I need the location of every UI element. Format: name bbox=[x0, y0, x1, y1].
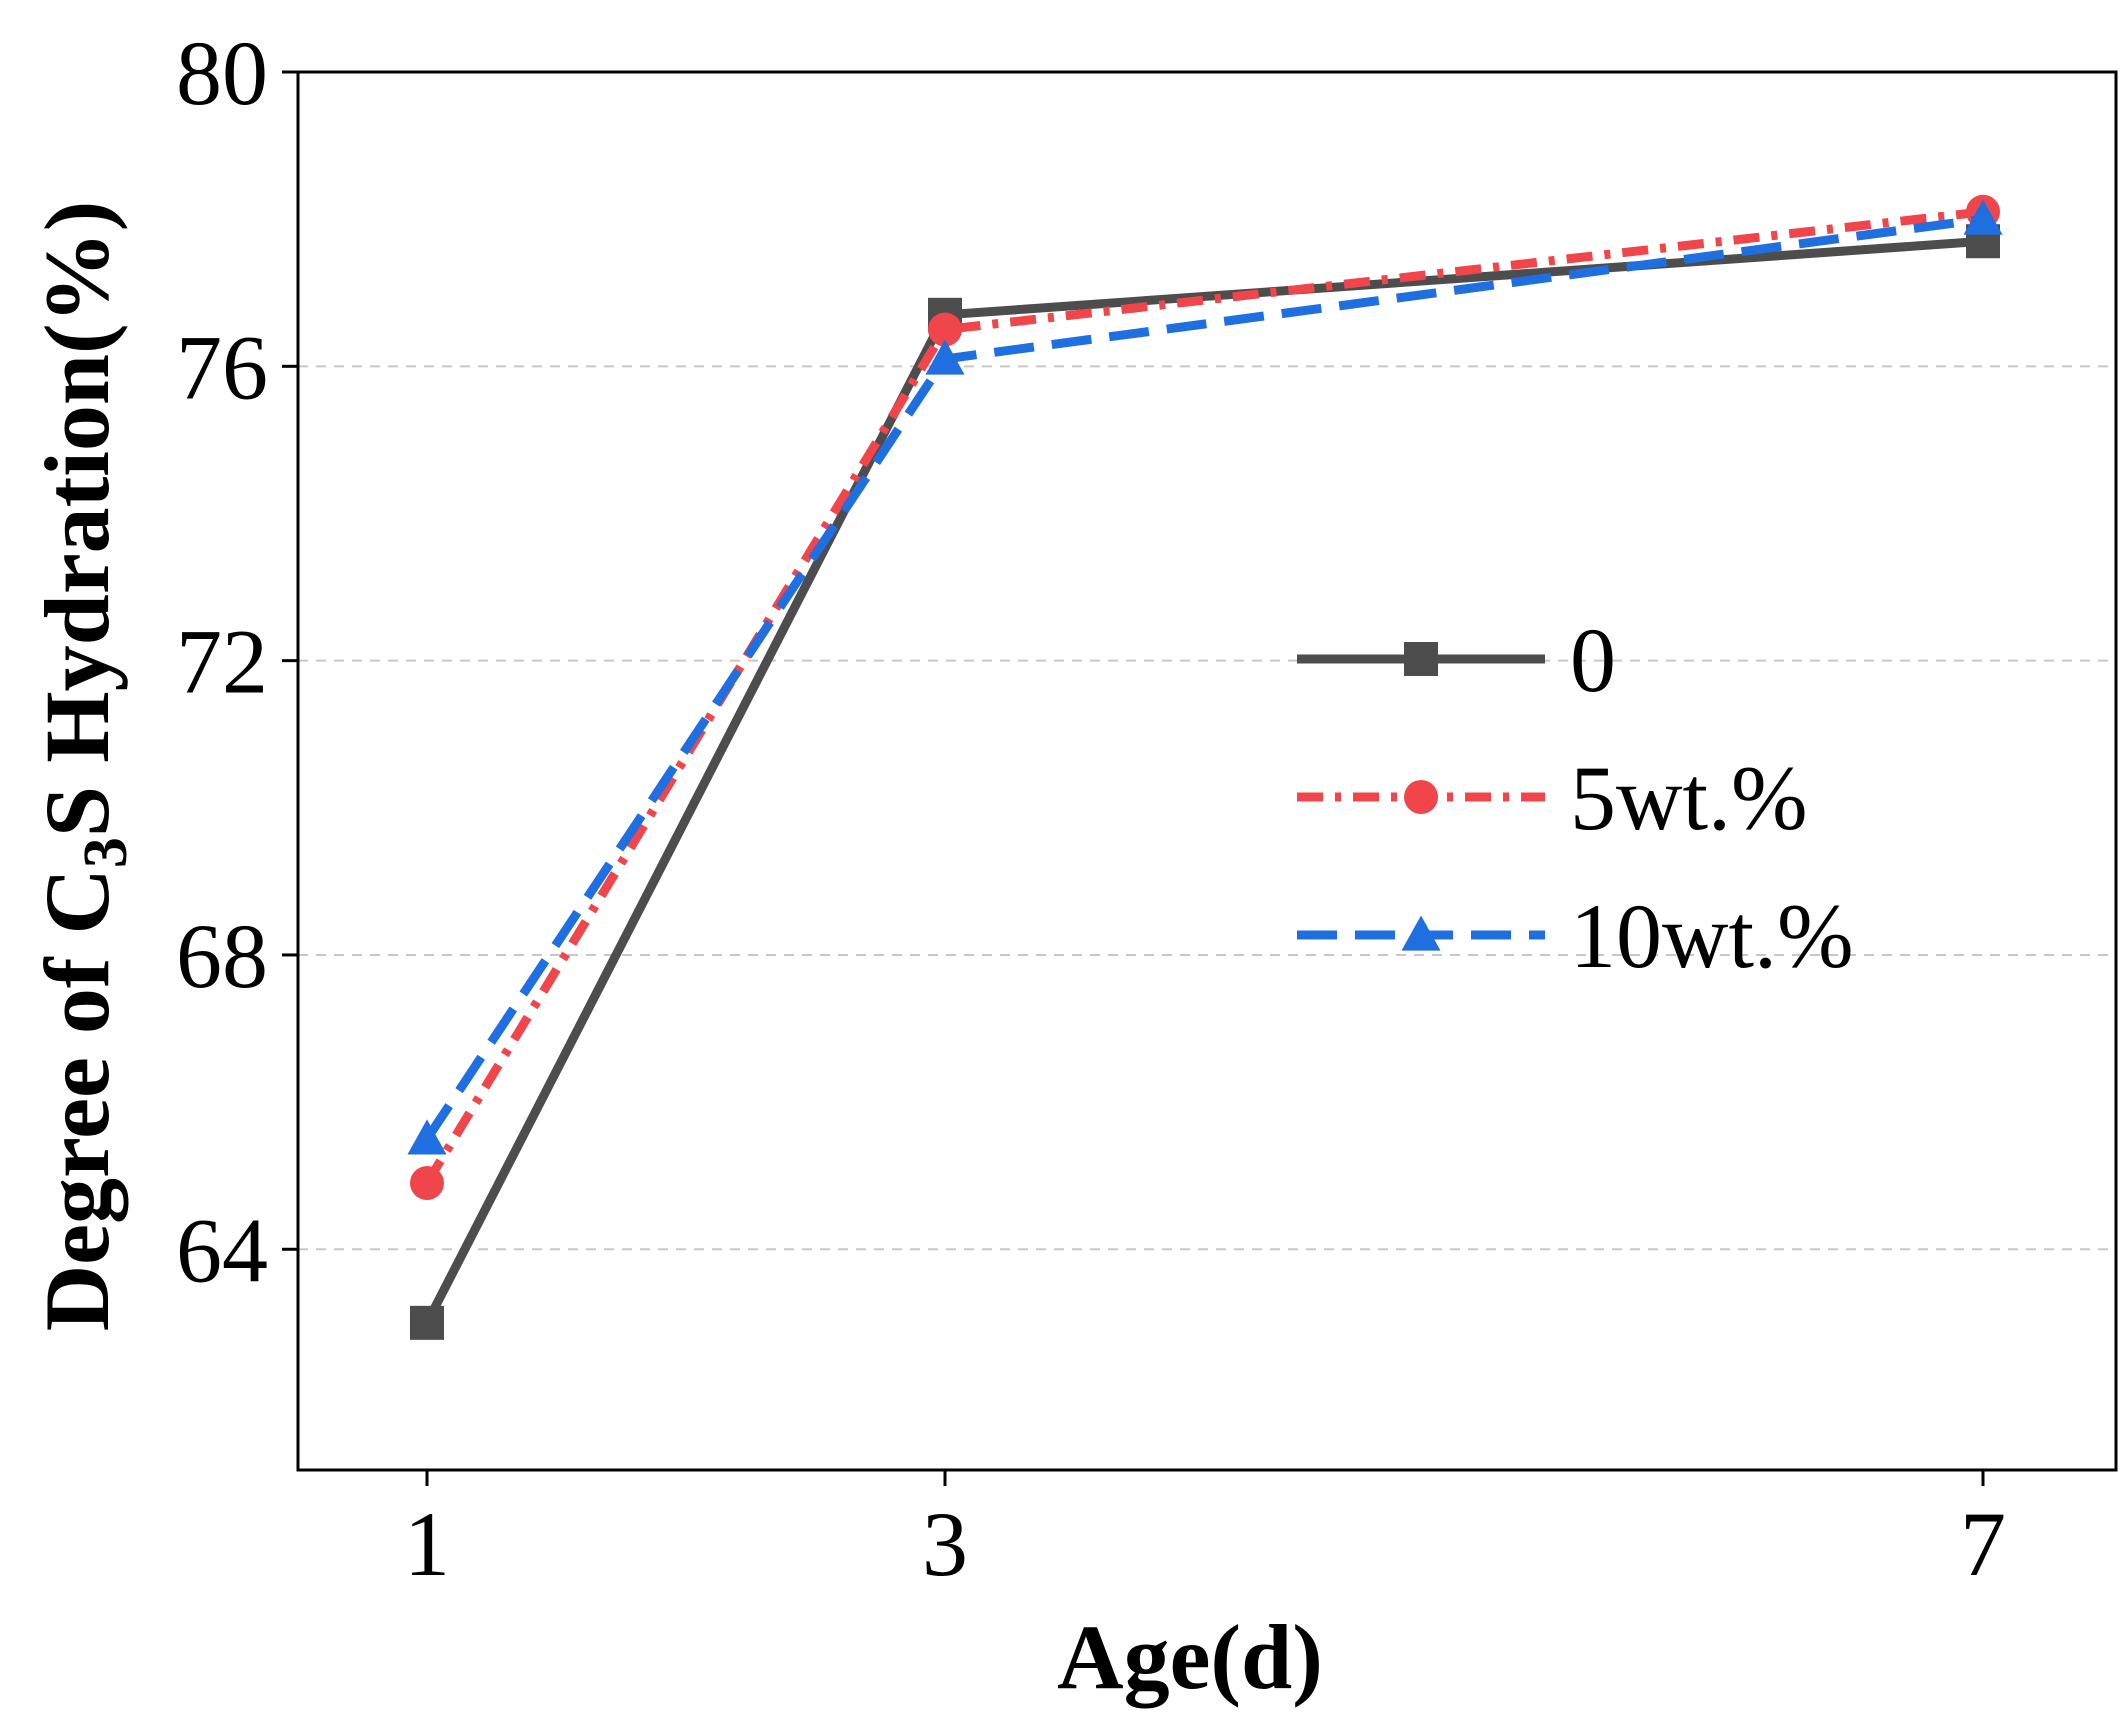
legend-item-10wt: 10wt.% bbox=[1297, 885, 1854, 987]
series-layer bbox=[407, 194, 2003, 1340]
y-tick-label: 72 bbox=[176, 611, 268, 713]
legend-item-0: 0 bbox=[1297, 609, 1616, 711]
series-5wt bbox=[410, 194, 2000, 1201]
plot-frame bbox=[296, 70, 2118, 1472]
x-tick-label: 3 bbox=[922, 1493, 968, 1595]
series-line-5wt bbox=[423, 207, 1984, 1186]
y-axis: 64 68 72 76 80 bbox=[176, 22, 298, 1301]
data-point-10wt bbox=[925, 339, 965, 375]
y-axis-title: Degree of C3S Hydration(%) bbox=[26, 201, 140, 1332]
y-tick-label: 68 bbox=[176, 905, 268, 1007]
y-tick-label: 64 bbox=[176, 1199, 268, 1301]
y-axis-title-suffix: S Hydration(%) bbox=[26, 201, 128, 837]
x-tick-label: 7 bbox=[1960, 1493, 2006, 1595]
y-tick-label: 76 bbox=[176, 316, 268, 418]
legend-marker-10wt bbox=[1401, 915, 1441, 951]
x-axis: 1 3 7 bbox=[404, 1470, 2006, 1595]
legend-label-0: 0 bbox=[1570, 609, 1616, 711]
legend-item-5wt: 5wt.% bbox=[1297, 747, 1808, 849]
legend-label-10wt: 10wt.% bbox=[1570, 885, 1854, 987]
series-line-10wt bbox=[423, 214, 1984, 1142]
y-axis-title-subscript: 3 bbox=[72, 837, 140, 868]
data-point-10wt bbox=[407, 1119, 447, 1155]
y-tick-label: 80 bbox=[176, 22, 268, 124]
legend: 0 5wt.% 10wt.% bbox=[1297, 609, 1854, 987]
legend-marker-0 bbox=[1404, 642, 1438, 676]
data-point-5wt bbox=[928, 312, 962, 347]
series-10wt bbox=[407, 199, 2003, 1155]
data-point-0 bbox=[410, 1305, 444, 1340]
x-axis-title: Age(d) bbox=[1057, 1606, 1323, 1708]
x-tick-label: 1 bbox=[404, 1493, 450, 1595]
y-axis-title-prefix: Degree of C bbox=[26, 868, 128, 1331]
data-point-5wt bbox=[410, 1166, 444, 1201]
legend-marker-5wt bbox=[1404, 780, 1438, 814]
grid-lines bbox=[298, 365, 2116, 1251]
data-point-10wt bbox=[1963, 199, 2003, 235]
legend-label-5wt: 5wt.% bbox=[1570, 747, 1808, 849]
